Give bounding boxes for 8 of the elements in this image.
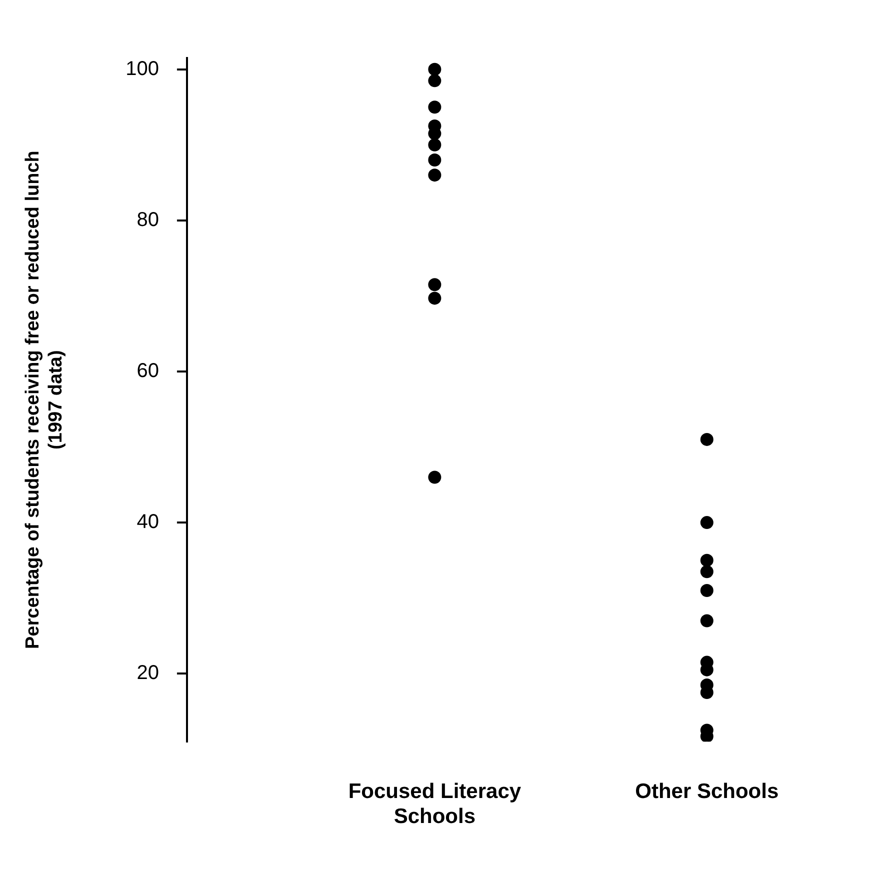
- y-axis-title: Percentage of students receiving free or reduced lunch (1997 data): [22, 150, 66, 649]
- y-tick-label: 20: [136, 662, 159, 684]
- y-tick-label: 40: [136, 511, 159, 534]
- y-tick-label: 80: [136, 208, 159, 231]
- y-tick-label: 100: [126, 58, 159, 80]
- y-tick-label: 60: [136, 360, 159, 382]
- x-tick-label: Focused Literacy Schools: [348, 780, 522, 828]
- x-tick-label: Other Schools: [635, 780, 779, 803]
